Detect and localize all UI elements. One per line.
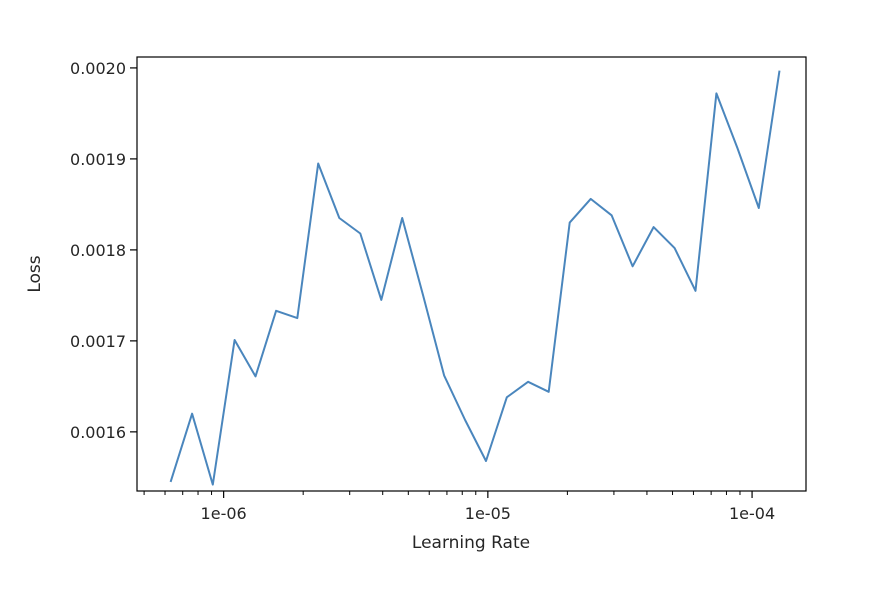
x-minor-ticks [143,491,741,495]
x-axis: 1e-06 1e-05 1e-04 [201,491,775,523]
x-tick-label: 1e-05 [465,504,511,523]
x-tick-label: 1e-06 [201,504,247,523]
y-tick-label: 0.0020 [70,59,126,78]
y-tick-label: 0.0016 [70,423,126,442]
y-axis-label: Loss [25,255,45,292]
y-axis: 0.0016 0.0017 0.0018 0.0019 0.0020 [70,59,137,442]
loss-series-line [169,70,781,486]
y-tick-label: 0.0019 [70,150,126,169]
x-axis-label: Learning Rate [412,533,530,553]
y-tick-label: 0.0017 [70,332,126,351]
x-tick-label: 1e-04 [729,504,775,523]
y-tick-label: 0.0018 [70,241,126,260]
plot-area [136,56,807,492]
